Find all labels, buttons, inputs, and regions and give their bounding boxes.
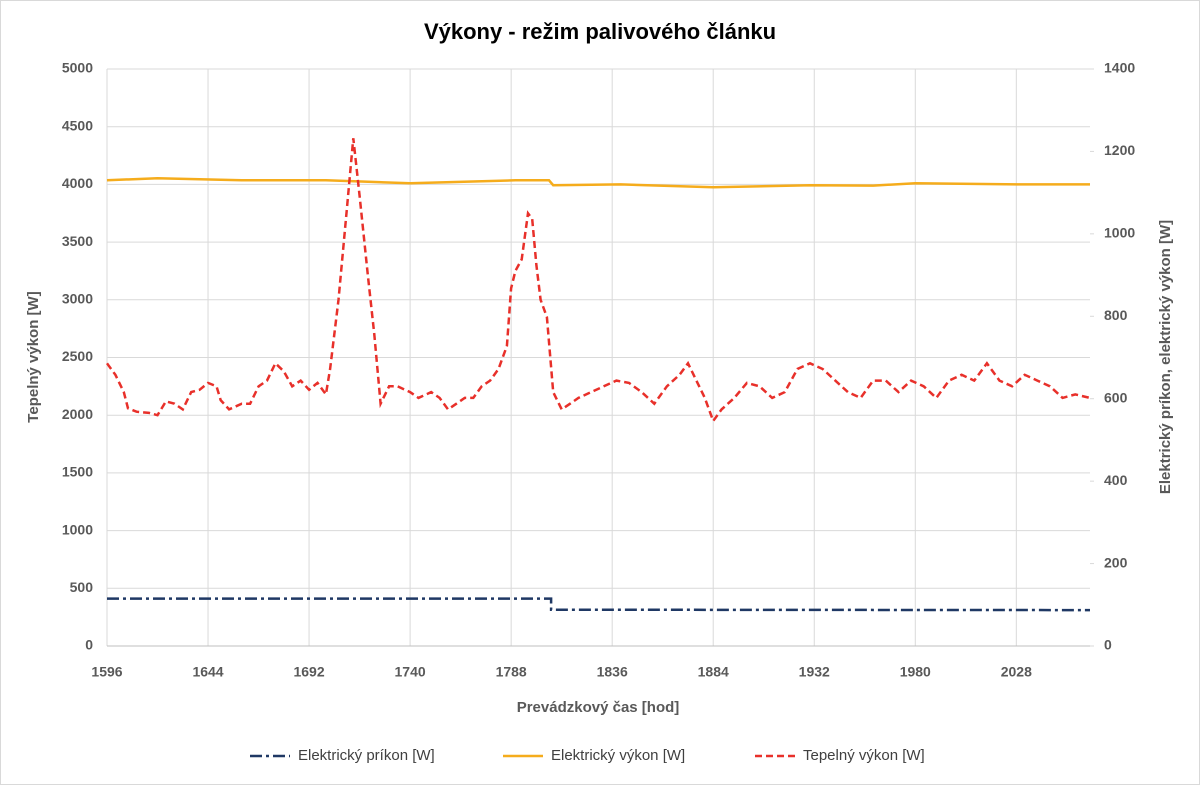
x-tick-label: 1836: [597, 664, 628, 680]
x-tick-label: 2028: [1001, 664, 1032, 680]
y2-tick-label: 800: [1104, 307, 1128, 323]
x-tick-label: 1644: [192, 664, 223, 680]
x-tick-label: 1884: [698, 664, 729, 680]
y2-tick-label: 0: [1104, 637, 1112, 653]
y-tick-label: 1500: [62, 464, 93, 480]
y-tick-label: 4500: [62, 117, 93, 133]
x-tick-label: 1692: [293, 664, 324, 680]
y-tick-label: 2500: [62, 348, 93, 364]
y2-tick-label: 600: [1104, 389, 1128, 405]
x-tick-label: 1932: [799, 664, 830, 680]
y-tick-label: 5000: [62, 60, 93, 76]
chart-title: Výkony - režim palivového článku: [424, 19, 776, 44]
x-tick-label: 1980: [900, 664, 931, 680]
legend-label: Elektrický výkon [W]: [551, 747, 685, 764]
y-tick-label: 1000: [62, 521, 93, 537]
y2-tick-label: 400: [1104, 472, 1128, 488]
x-axis-title: Prevádzkový čas [hod]: [517, 699, 680, 716]
y2-axis-title: Elektrický príkon, elektrický výkon [W]: [1157, 220, 1174, 494]
y2-tick-label: 1400: [1104, 60, 1135, 76]
y2-tick-label: 1000: [1104, 225, 1135, 241]
y-axis-title: Tepelný výkon [W]: [25, 291, 42, 422]
x-tick-label: 1740: [395, 664, 426, 680]
legend-label: Elektrický príkon [W]: [298, 747, 435, 764]
series-line: [106, 176, 1090, 189]
y2-tick-label: 200: [1104, 554, 1128, 570]
legend-label: Tepelný výkon [W]: [803, 747, 925, 764]
y-tick-label: 4000: [62, 175, 93, 191]
y-tick-label: 3500: [62, 233, 93, 249]
y-tick-label: 3000: [62, 291, 93, 307]
series-line: [105, 138, 1091, 424]
y-tick-label: 500: [70, 579, 94, 595]
series-line: [107, 597, 1091, 612]
x-tick-label: 1596: [91, 664, 122, 680]
y-tick-label: 2000: [62, 406, 93, 422]
y2-tick-label: 1200: [1104, 142, 1135, 158]
x-tick-label: 1788: [496, 664, 527, 680]
y-tick-label: 0: [85, 637, 93, 653]
